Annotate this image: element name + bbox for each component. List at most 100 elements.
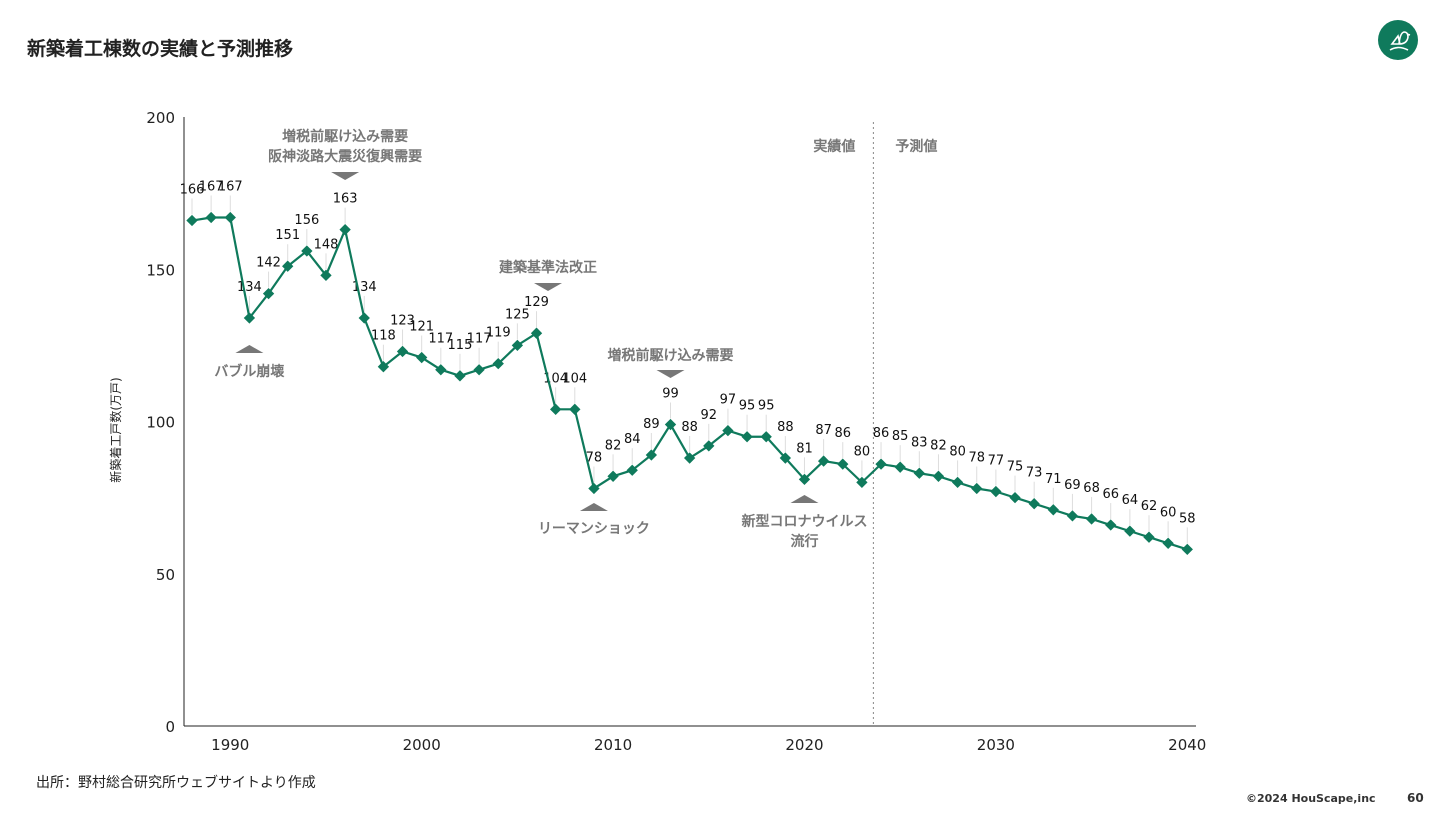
data-label: 77: [988, 454, 1005, 469]
data-point: [205, 211, 217, 224]
data-point: [492, 357, 504, 370]
data-label: 88: [777, 420, 794, 435]
data-point: [377, 361, 390, 373]
data-point: [875, 458, 887, 470]
data-label: 129: [524, 295, 549, 310]
data-point: [301, 245, 313, 257]
data-label: 62: [1141, 499, 1158, 514]
data-label: 123: [390, 313, 415, 328]
data-label: 134: [237, 280, 262, 295]
data-label: 86: [873, 426, 890, 441]
data-label: 95: [739, 399, 756, 414]
data-point: [703, 440, 715, 452]
data-point: [339, 224, 351, 236]
y-tick-label: 0: [165, 718, 175, 736]
data-label: 84: [624, 432, 641, 447]
data-point: [186, 214, 198, 227]
data-label: 97: [720, 393, 737, 408]
data-label: 88: [681, 420, 698, 435]
data-point: [683, 452, 696, 464]
data-label: 66: [1102, 487, 1119, 502]
data-label: 71: [1045, 472, 1062, 487]
data-label: 117: [467, 332, 492, 347]
data-point: [358, 312, 370, 324]
actual-label: 実績値: [813, 138, 855, 155]
data-point: [1009, 491, 1021, 504]
data-label: 64: [1122, 493, 1139, 508]
data-label: 85: [892, 429, 909, 444]
data-point: [645, 449, 658, 461]
data-point: [320, 269, 332, 281]
data-point: [856, 476, 868, 489]
data-label: 78: [586, 450, 603, 465]
data-point: [282, 260, 294, 272]
data-point: [435, 364, 447, 376]
data-point: [1105, 519, 1117, 531]
annotation-arrow-down-icon: [534, 283, 563, 291]
data-label: 80: [949, 444, 966, 459]
data-label: 117: [428, 332, 453, 347]
data-point: [798, 473, 811, 486]
data-point: [1181, 543, 1193, 556]
data-label: 125: [505, 307, 530, 322]
data-label: 80: [854, 444, 871, 459]
data-label: 166: [180, 183, 205, 198]
series-line: [191, 216, 1188, 551]
data-label: 83: [911, 435, 928, 450]
data-label: 82: [930, 438, 947, 453]
x-tick-label: 2020: [785, 736, 823, 754]
data-point: [588, 482, 600, 495]
data-point: [817, 455, 830, 467]
annotation-text: 建築基準法改正: [499, 259, 597, 276]
data-label: 167: [218, 179, 243, 194]
annotation-arrow-down-icon: [331, 172, 360, 180]
data-point: [1085, 513, 1098, 525]
data-label: 58: [1179, 511, 1196, 526]
page-number: 60: [1407, 791, 1424, 805]
data-point: [396, 345, 409, 358]
data-label: 104: [562, 371, 587, 386]
data-point: [243, 312, 256, 324]
data-label: 60: [1160, 505, 1177, 520]
data-point: [1028, 498, 1040, 510]
data-label: 89: [643, 417, 660, 432]
copyright: ©2024 HouScape,inc: [1246, 792, 1376, 805]
data-label: 78: [968, 450, 985, 465]
data-point: [607, 470, 619, 482]
data-point: [224, 211, 236, 224]
x-tick-label: 2000: [403, 736, 441, 754]
data-label: 82: [605, 438, 622, 453]
data-label: 99: [662, 387, 679, 402]
data-point: [550, 403, 562, 415]
data-point: [951, 476, 964, 489]
annotation-text: 流行: [790, 533, 818, 550]
annotation-text: 増税前駆け込み需要: [608, 347, 734, 364]
annotation-text: 阪神淡路大震災復興需要: [268, 148, 422, 165]
x-tick-label: 2010: [594, 736, 632, 754]
data-point: [1143, 531, 1155, 543]
data-point: [473, 364, 485, 376]
data-point: [416, 351, 428, 364]
x-tick-label: 2030: [977, 736, 1015, 754]
data-point: [626, 464, 638, 476]
data-label: 119: [486, 326, 511, 341]
annotation-arrow-up-icon: [235, 345, 264, 353]
data-label: 151: [275, 228, 300, 243]
data-label: 115: [448, 338, 473, 353]
data-point: [1047, 504, 1059, 516]
x-tick-label: 1990: [211, 736, 249, 754]
data-point: [1066, 510, 1079, 522]
y-tick-label: 200: [146, 109, 175, 127]
data-label: 73: [1026, 466, 1043, 481]
data-label: 68: [1083, 481, 1100, 496]
y-tick-label: 50: [156, 566, 175, 584]
data-point: [990, 485, 1002, 498]
y-tick-label: 100: [146, 414, 175, 432]
annotation-arrow-up-icon: [790, 495, 819, 503]
data-label: 81: [796, 441, 813, 456]
x-tick-label: 2040: [1168, 736, 1206, 754]
source-note: 出所：野村総合研究所ウェブサイトより作成: [36, 775, 316, 791]
annotation-text: 増税前駆け込み需要: [282, 128, 408, 145]
annotation-text: バブル崩壊: [214, 363, 285, 380]
